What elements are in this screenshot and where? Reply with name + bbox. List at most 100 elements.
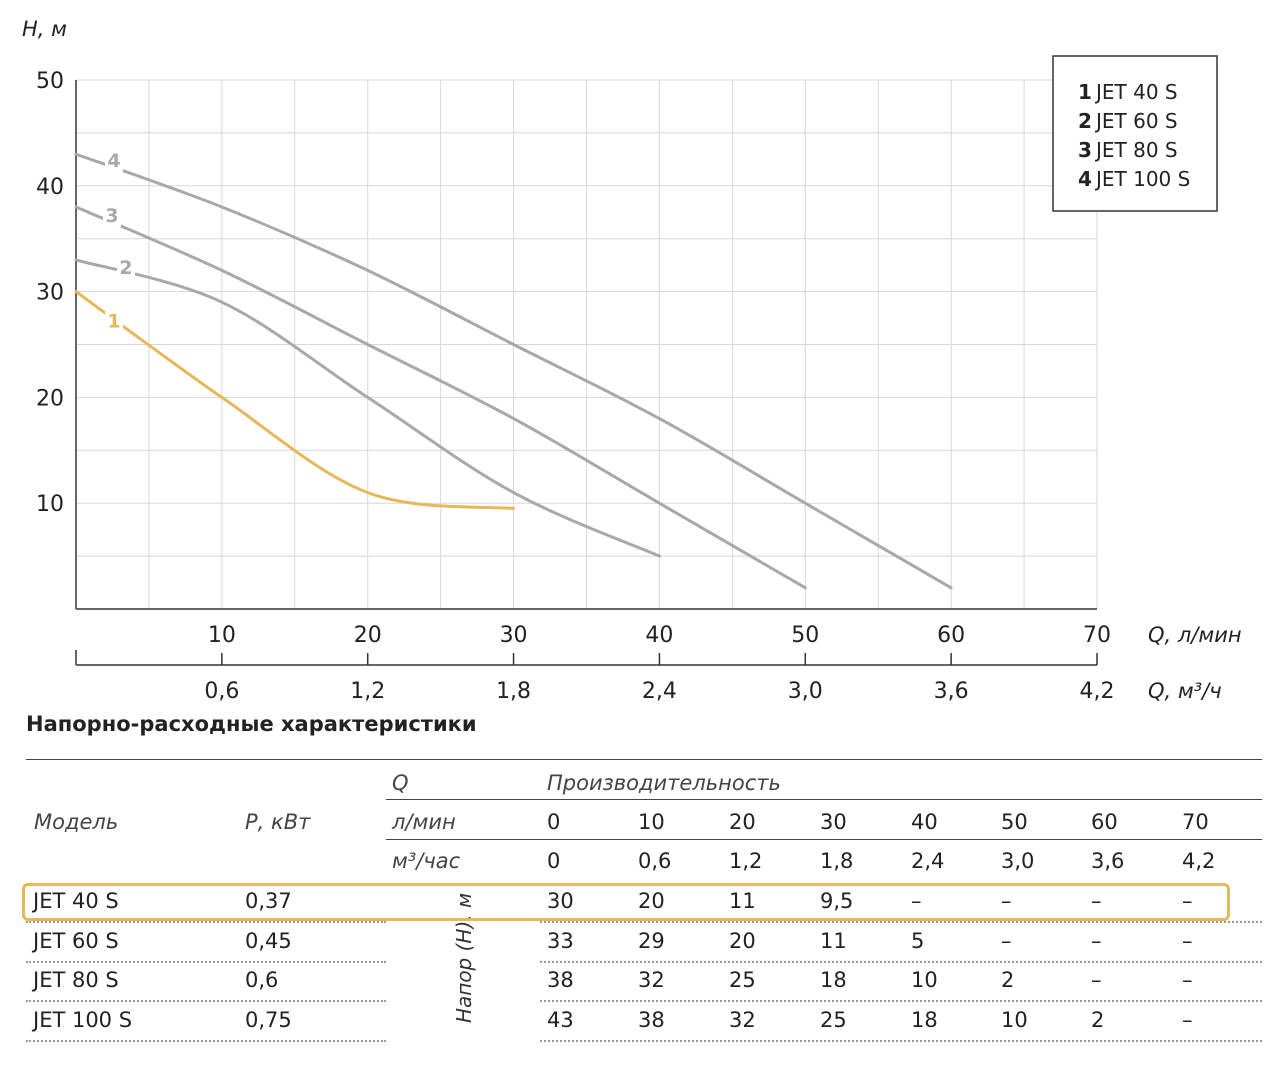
lmin-value: 20 — [729, 810, 756, 834]
y-tick-label: 10 — [36, 492, 64, 517]
unit-lmin: л/мин — [392, 810, 456, 834]
m3h-value: 0,6 — [638, 849, 672, 873]
row-value: 2 — [1091, 1007, 1105, 1032]
row-divider — [540, 1000, 1262, 1002]
series-label-3: 3 — [105, 205, 118, 227]
row-value: – — [1182, 889, 1193, 913]
row-model: JET 100 S — [33, 1007, 133, 1032]
row-value: 38 — [638, 1007, 665, 1032]
row-value: – — [1001, 928, 1012, 953]
row-divider — [540, 960, 1262, 963]
row-power: 0,6 — [245, 968, 279, 992]
legend-label: JET 80 S — [1094, 138, 1178, 162]
legend-items: 1 JET 40 S2 JET 60 S3 JET 80 S4 JET 100 S — [1078, 80, 1190, 191]
performance-table: Q Производительность Модель Р, кВт л/мин… — [0, 740, 1280, 1092]
row-value: 18 — [911, 1007, 938, 1032]
x-tick-label: 30 — [500, 623, 528, 648]
lmin-value: 50 — [1001, 810, 1028, 834]
x-axis-label: Q, л/мин — [1148, 623, 1242, 647]
lmin-value: 40 — [911, 810, 938, 834]
m3h-value: 3,0 — [1001, 849, 1035, 873]
secondary-x-axis: 0,6 1,2 1,8 2,4 3,0 3,6 4,2 — [75, 650, 1115, 704]
legend-number: 1 — [1078, 80, 1092, 104]
row-value: 25 — [729, 968, 756, 992]
row-value: 2 — [1001, 968, 1015, 992]
legend-number: 4 — [1078, 167, 1092, 191]
unit-m3h: м³/час — [392, 849, 461, 873]
x-tick-label: 60 — [937, 623, 965, 648]
secondary-x-tick-label: 4,2 — [1080, 679, 1115, 704]
legend-label: JET 100 S — [1094, 167, 1190, 191]
secondary-x-tick-label: 1,8 — [496, 679, 531, 704]
legend-label: JET 40 S — [1094, 80, 1178, 104]
row-divider — [26, 1000, 386, 1002]
header-q: Q — [392, 771, 409, 795]
secondary-x-tick-label: 0,6 — [204, 679, 239, 704]
row-value: 9,5 — [820, 889, 854, 913]
m3h-value: 3,6 — [1091, 849, 1125, 873]
row-value: 43 — [547, 1007, 574, 1032]
x-tick-label: 10 — [208, 623, 236, 648]
row-value: – — [1091, 928, 1102, 953]
secondary-x-axis-label: Q, м³/ч — [1148, 679, 1222, 703]
y-tick-labels: 10 20 30 40 50 — [36, 69, 64, 517]
chart-grid — [76, 79, 1098, 609]
header-rule-q — [386, 799, 1262, 800]
row-divider — [540, 921, 1262, 923]
row-value: 11 — [820, 928, 847, 953]
row-value: 18 — [820, 968, 847, 992]
row-value: – — [1182, 928, 1193, 953]
row-value: – — [911, 889, 922, 913]
series-line-4 — [74, 152, 953, 590]
legend-label: JET 60 S — [1094, 109, 1178, 133]
secondary-x-tick-label: 2,4 — [642, 679, 677, 704]
m3h-value: 2,4 — [911, 849, 945, 873]
series-label-4: 4 — [107, 150, 120, 172]
lmin-value: 70 — [1182, 810, 1209, 834]
highlight-jet-40s — [22, 883, 1230, 921]
secondary-x-tick-label: 3,6 — [934, 679, 969, 704]
row-value: 5 — [911, 928, 925, 953]
row-value: 38 — [547, 968, 574, 992]
x-tick-label: 50 — [791, 623, 819, 648]
row-model: JET 60 S — [33, 928, 119, 953]
m3h-value: 1,8 — [820, 849, 854, 873]
lmin-value: 30 — [820, 810, 847, 834]
series-line-3 — [74, 205, 807, 590]
row-model: JET 80 S — [33, 968, 119, 992]
row-value: 32 — [729, 1007, 756, 1032]
header-power: Р, кВт — [245, 810, 311, 834]
row-value: 11 — [729, 889, 756, 913]
x-tick-labels: 10 20 30 40 50 60 70 — [208, 623, 1111, 648]
row-divider — [26, 921, 386, 923]
legend-number: 2 — [1078, 109, 1092, 133]
series-line-1 — [74, 290, 516, 510]
series-label-bg — [103, 204, 121, 227]
header-performance: Производительность — [547, 771, 781, 795]
m3h-value: 0 — [547, 849, 561, 873]
x-tick-label: 20 — [354, 623, 382, 648]
header-rule-lmin — [386, 839, 1262, 840]
row-value: 29 — [638, 928, 665, 953]
x-tick-label: 40 — [645, 623, 673, 648]
secondary-x-tick-label: 3,0 — [788, 679, 823, 704]
row-power: 0,37 — [245, 889, 292, 913]
row-value: 10 — [911, 968, 938, 992]
row-value: – — [1001, 889, 1012, 913]
row-power: 0,75 — [245, 1007, 292, 1032]
series-label-1: 1 — [107, 311, 120, 333]
row-value: 25 — [820, 1007, 847, 1032]
row-value: 30 — [547, 889, 574, 913]
row-value: 10 — [1001, 1007, 1028, 1032]
y-tick-label: 40 — [36, 175, 64, 200]
y-tick-label: 30 — [36, 281, 64, 306]
secondary-x-tick-label: 1,2 — [350, 679, 385, 704]
row-divider — [26, 1039, 386, 1042]
m3h-value: 4,2 — [1182, 849, 1216, 873]
series-label-bg — [105, 150, 123, 173]
chart-legend: 1 JET 40 S2 JET 60 S3 JET 80 S4 JET 100 S — [1052, 55, 1218, 212]
row-value: – — [1091, 968, 1102, 992]
y-tick-label: 50 — [36, 69, 64, 94]
row-value: 32 — [638, 968, 665, 992]
